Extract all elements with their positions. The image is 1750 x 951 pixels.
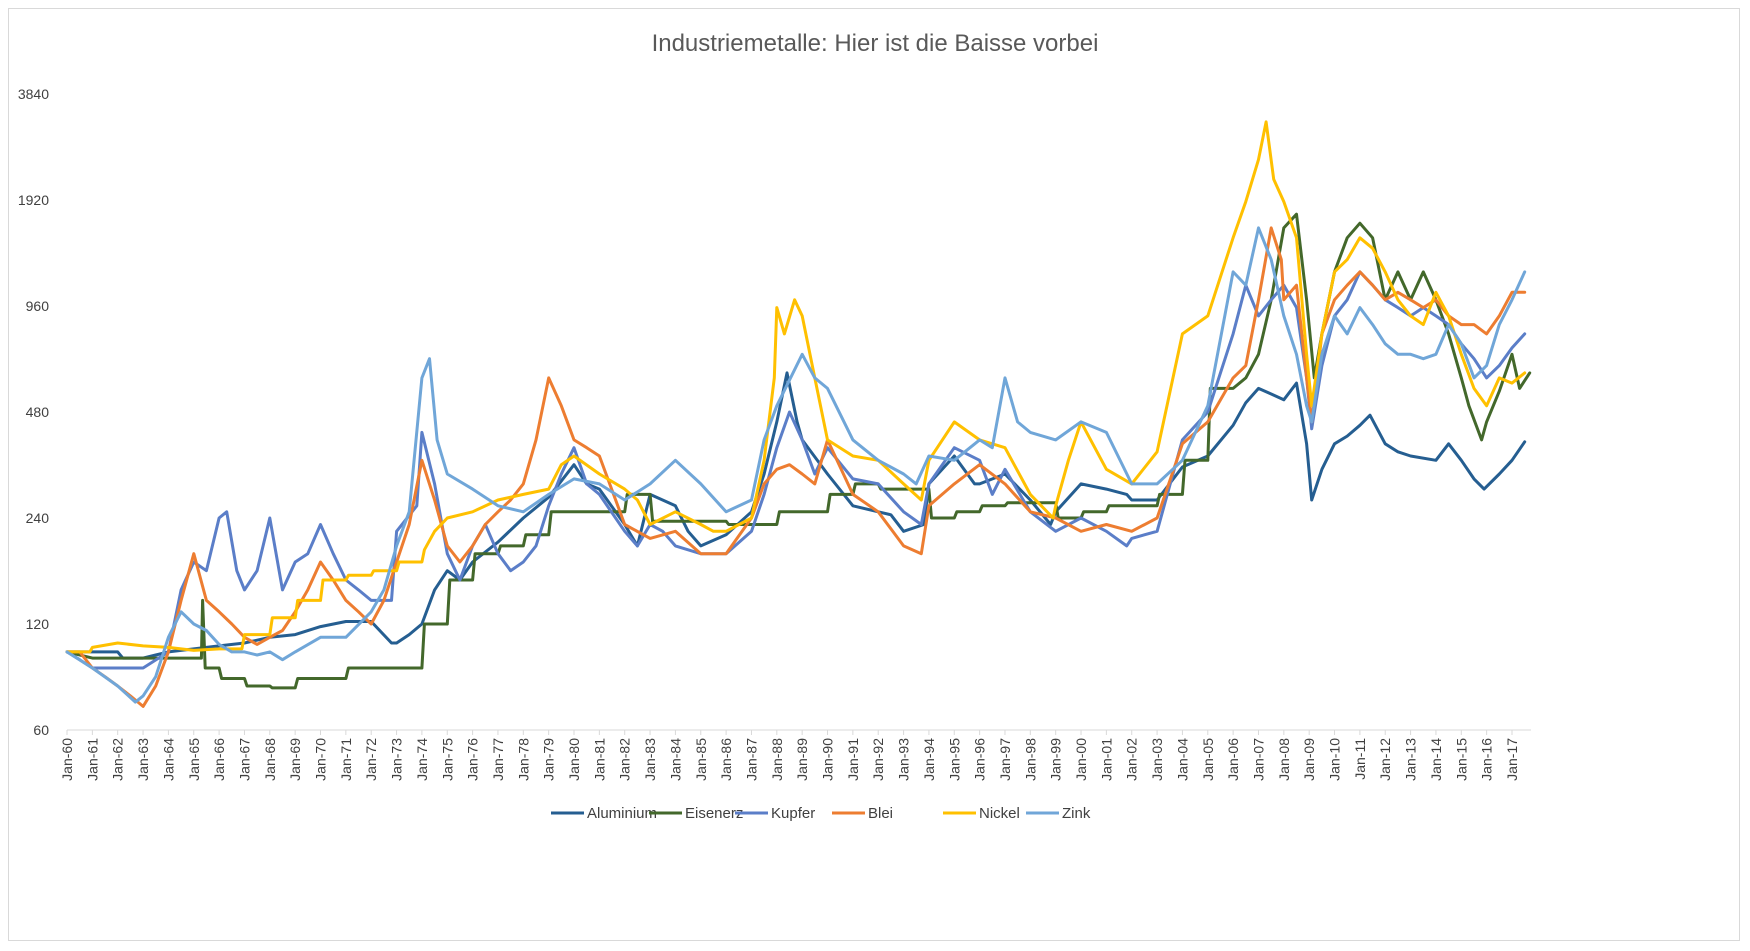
x-tick-label: Jan-91 xyxy=(845,738,861,781)
x-tick-label: Jan-13 xyxy=(1403,738,1419,781)
x-tick-label: Jan-68 xyxy=(262,738,278,781)
x-tick-label: Jan-94 xyxy=(921,738,937,781)
x-tick-label: Jan-12 xyxy=(1377,738,1393,781)
x-tick-label: Jan-87 xyxy=(743,738,759,781)
x-tick-label: Jan-70 xyxy=(313,738,329,781)
series-line-zink xyxy=(65,226,1527,704)
y-tick-label: 960 xyxy=(26,298,50,314)
x-tick-label: Jan-97 xyxy=(997,738,1013,781)
x-tick-label: Jan-80 xyxy=(566,738,582,781)
y-tick-label: 240 xyxy=(26,510,50,526)
x-tick-label: Jan-62 xyxy=(110,738,126,781)
x-tick-label: Jan-85 xyxy=(693,738,709,781)
x-tick-label: Jan-16 xyxy=(1479,738,1495,781)
x-tick-label: Jan-01 xyxy=(1098,738,1114,781)
y-tick-label: 480 xyxy=(26,404,50,420)
x-tick-label: Jan-17 xyxy=(1504,738,1520,781)
x-tick-label: Jan-61 xyxy=(84,738,100,781)
chart-frame: Industriemetalle: Hier ist die Baisse vo… xyxy=(8,8,1740,941)
y-tick-label: 1920 xyxy=(18,192,49,208)
legend-label-eisenerz: Eisenerz xyxy=(685,805,743,822)
x-tick-label: Jan-83 xyxy=(642,738,658,781)
x-tick-label: Jan-03 xyxy=(1149,738,1165,781)
y-axis-ticks: 60 120 240 480 960 1920 3840 xyxy=(18,86,49,738)
x-tick-label: Jan-15 xyxy=(1453,738,1469,781)
x-tick-label: Jan-96 xyxy=(972,738,988,781)
legend-label-kupfer: Kupfer xyxy=(771,805,815,822)
series-line-kupfer xyxy=(65,270,1527,670)
x-tick-label: Jan-60 xyxy=(59,738,75,781)
series-line-eisenerz xyxy=(65,212,1532,690)
x-tick-label: Jan-82 xyxy=(617,738,633,781)
x-tick-label: Jan-63 xyxy=(135,738,151,781)
x-tick-label: Jan-89 xyxy=(794,738,810,781)
x-tick-label: Jan-08 xyxy=(1276,738,1292,781)
x-tick-label: Jan-71 xyxy=(338,738,354,781)
x-tick-label: Jan-92 xyxy=(870,738,886,781)
y-tick-label: 120 xyxy=(26,616,50,632)
y-tick-label: 60 xyxy=(33,722,49,738)
x-tick-label: Jan-09 xyxy=(1301,738,1317,781)
x-tick-label: Jan-79 xyxy=(541,738,557,781)
x-tick-label: Jan-76 xyxy=(465,738,481,781)
x-tick-label: Jan-11 xyxy=(1352,738,1368,780)
x-tick-label: Jan-02 xyxy=(1124,738,1140,781)
series-line-nickel xyxy=(65,120,1527,654)
x-tick-label: Jan-93 xyxy=(896,738,912,781)
x-tick-label: Jan-14 xyxy=(1428,738,1444,781)
x-tick-label: Jan-65 xyxy=(186,738,202,781)
x-tick-label: Jan-84 xyxy=(667,738,683,781)
x-tick-label: Jan-90 xyxy=(820,738,836,781)
x-tick-label: Jan-98 xyxy=(1022,738,1038,781)
chart-title: Industriemetalle: Hier ist die Baisse vo… xyxy=(652,30,1099,57)
x-tick-label: Jan-05 xyxy=(1200,738,1216,781)
x-tick-label: Jan-74 xyxy=(414,738,430,781)
x-tick-label: Jan-06 xyxy=(1225,738,1241,781)
x-tick-label: Jan-81 xyxy=(591,738,607,781)
x-tick-label: Jan-00 xyxy=(1073,738,1089,781)
line-chart: Industriemetalle: Hier ist die Baisse vo… xyxy=(18,30,1532,822)
x-tick-label: Jan-64 xyxy=(160,738,176,781)
legend-label-aluminium: Aluminium xyxy=(587,805,657,822)
x-tick-label: Jan-77 xyxy=(490,738,506,781)
legend-label-nickel: Nickel xyxy=(979,805,1020,822)
x-tick-label: Jan-66 xyxy=(211,738,227,781)
x-tick-label: Jan-75 xyxy=(439,738,455,781)
x-tick-label: Jan-04 xyxy=(1174,738,1190,781)
x-axis-ticks: Jan-60 Jan-61 Jan-62 Jan-63 Jan-64 Jan-65 Jan-… xyxy=(59,730,1520,781)
legend: Aluminium Eisenerz Kupfer Blei Nickel Zink xyxy=(551,805,1091,822)
x-tick-label: Jan-69 xyxy=(287,738,303,781)
x-tick-label: Jan-72 xyxy=(363,738,379,781)
series-line-aluminium xyxy=(65,371,1527,660)
x-tick-label: Jan-10 xyxy=(1327,738,1343,781)
legend-label-blei: Blei xyxy=(868,805,893,822)
y-tick-label: 3840 xyxy=(18,86,49,102)
x-tick-label: Jan-67 xyxy=(236,738,252,781)
legend-label-zink: Zink xyxy=(1062,805,1091,822)
x-tick-label: Jan-07 xyxy=(1250,738,1266,781)
series-group xyxy=(65,120,1532,708)
x-tick-label: Jan-88 xyxy=(769,738,785,781)
x-tick-label: Jan-78 xyxy=(515,738,531,781)
x-tick-label: Jan-73 xyxy=(389,738,405,781)
x-tick-label: Jan-99 xyxy=(1048,738,1064,781)
x-tick-label: Jan-86 xyxy=(718,738,734,781)
x-tick-label: Jan-95 xyxy=(946,738,962,781)
